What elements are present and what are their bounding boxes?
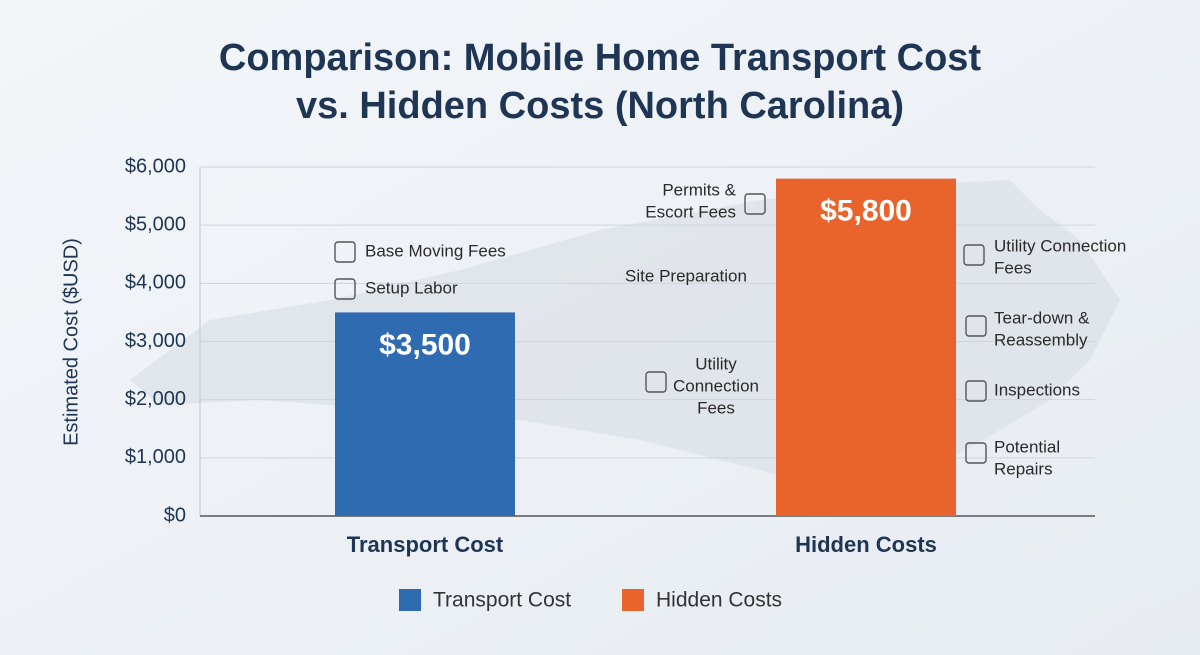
y-tick-label: $6,000 bbox=[125, 155, 186, 177]
annotation: Fees bbox=[994, 258, 1032, 277]
chart-title: vs. Hidden Costs (North Carolina) bbox=[296, 85, 904, 127]
annotation: Potential bbox=[994, 437, 1060, 456]
annotation-icon bbox=[334, 278, 356, 300]
bar bbox=[776, 178, 956, 516]
annotation-icon bbox=[744, 193, 766, 215]
annotation-icon bbox=[334, 241, 356, 263]
annotation: Connection bbox=[673, 376, 759, 395]
annotation: Permits & bbox=[662, 180, 736, 199]
annotation-icon bbox=[965, 380, 987, 402]
legend-label: Transport Cost bbox=[433, 589, 571, 612]
y-tick-label: $0 bbox=[164, 504, 186, 526]
bar bbox=[335, 312, 515, 516]
x-tick-label: Transport Cost bbox=[347, 532, 504, 557]
annotation-icon bbox=[963, 244, 985, 266]
annotation: Fees bbox=[697, 398, 735, 417]
annotation: Reassembly bbox=[994, 330, 1088, 349]
annotation: Site Preparation bbox=[625, 266, 747, 285]
annotation-icon bbox=[965, 315, 987, 337]
y-tick-label: $1,000 bbox=[125, 446, 186, 468]
legend-swatch bbox=[622, 589, 644, 611]
y-axis-label: Estimated Cost ($USD) bbox=[60, 238, 82, 446]
legend-swatch bbox=[399, 589, 421, 611]
annotation: Inspections bbox=[994, 380, 1080, 399]
value-label: $5,800 bbox=[820, 195, 912, 228]
x-tick-label: Hidden Costs bbox=[795, 532, 937, 557]
annotation-icon bbox=[965, 442, 987, 464]
chart-title: Comparison: Mobile Home Transport Cost bbox=[219, 37, 982, 79]
legend-label: Hidden Costs bbox=[656, 589, 782, 612]
annotation: Utility bbox=[695, 354, 737, 373]
annotation: Repairs bbox=[994, 459, 1053, 478]
y-tick-label: $4,000 bbox=[125, 272, 186, 294]
y-tick-label: $3,000 bbox=[125, 330, 186, 352]
y-tick-label: $2,000 bbox=[125, 388, 186, 410]
value-label: $3,500 bbox=[379, 328, 471, 361]
annotation: Utility Connection bbox=[994, 236, 1126, 255]
annotation: Tear-down & bbox=[994, 308, 1090, 327]
annotation: Base Moving Fees bbox=[365, 241, 506, 260]
annotation: Setup Labor bbox=[365, 278, 458, 297]
y-tick-label: $5,000 bbox=[125, 213, 186, 235]
annotation-icon bbox=[645, 371, 667, 393]
annotation: Escort Fees bbox=[645, 202, 736, 221]
